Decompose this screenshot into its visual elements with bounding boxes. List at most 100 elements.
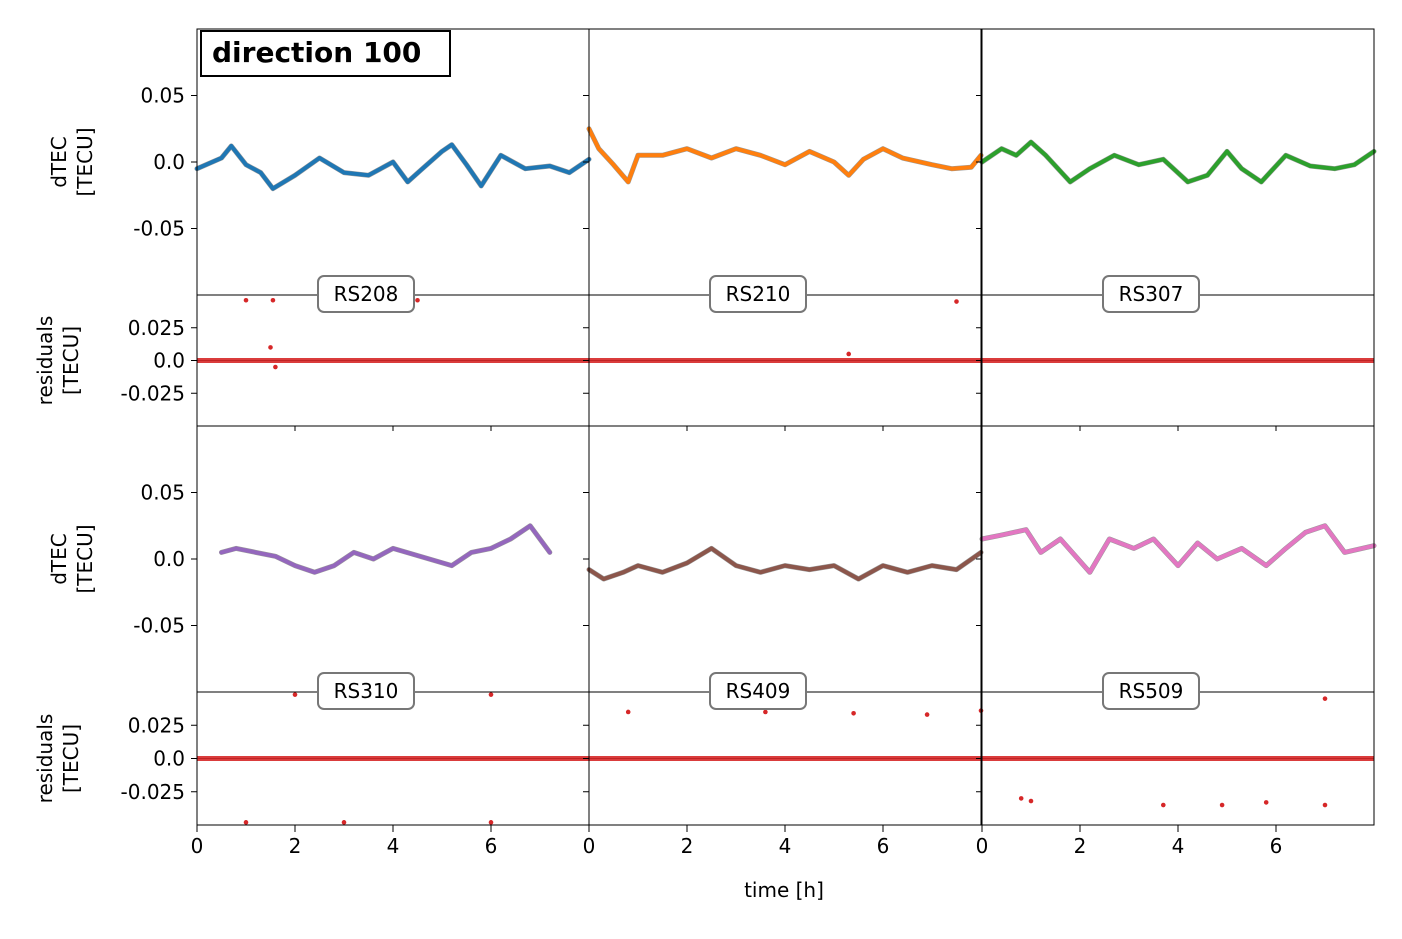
residual-outlier-point [292,692,298,697]
dtec-point [660,570,665,575]
reference-series-line [219,523,553,575]
dtec-point [293,173,297,178]
dtec-point [758,570,763,575]
station-label: RS509 [1119,679,1184,703]
main-panel-frame [981,28,1375,296]
dtec-series-line [587,546,983,581]
residual-outlier-point [270,297,276,303]
x-tick-label: 4 [1172,834,1185,858]
y-tick-label: -0.05 [133,614,185,638]
x-tick-label: 2 [681,834,694,858]
dtec-point [450,563,454,568]
x-tick-label: 0 [583,834,596,858]
figure-title: direction 100 [212,36,421,69]
y-tick-label: 0.0 [153,547,185,571]
dtec-series-line [980,140,1376,184]
dtec-point [685,146,689,151]
residual-outlier-point [1028,798,1034,804]
residual-outlier-point [273,364,278,370]
dtec-point [254,550,258,555]
dtec-point [1225,149,1229,154]
x-tick-label: 4 [387,834,400,858]
dtec-point [1024,527,1028,532]
residual-outlier-point [243,820,249,825]
x-tick-label: 2 [1074,834,1087,858]
station-label-box [709,275,807,313]
residual-outlier-point [851,710,856,716]
dtec-point [293,563,297,568]
reference-series-line [979,139,1377,185]
x-tick-label: 6 [1270,834,1283,858]
dtec-point [523,166,528,171]
y-tick-label: -0.05 [133,217,185,241]
residual-outlier-point [415,297,420,303]
dtec-point [450,142,454,147]
dtec-point [1151,537,1156,541]
residual-y-tick-label: 0.0 [153,349,185,373]
dtec-point [1323,523,1327,528]
residual-outlier-point [1161,802,1166,808]
dtec-point [621,570,626,575]
residual-outlier-point [341,820,347,825]
main-y-axis-label: dTEC [47,136,71,188]
residual-outlier-point [1219,802,1225,808]
dtec-point [258,170,263,175]
residual-outlier-point [1018,796,1024,801]
residual-outlier-point [1263,800,1269,805]
dtec-point [807,567,812,572]
dtec-point [489,546,493,551]
figure-title-box: direction 100 [200,30,451,77]
residual-outlier-point [488,820,494,825]
x-tick-label: 2 [289,834,302,858]
dtec-point [949,166,954,171]
station-label: RS409 [726,679,791,703]
dtec-point [420,166,425,171]
residual-y-axis-label: residuals [33,316,57,406]
x-tick-label: 4 [779,834,792,858]
dtec-point [219,550,224,555]
dtec-point [1058,537,1063,541]
dtec-point [1107,537,1112,541]
residual-outlier-point [924,712,930,717]
residual-outlier-point [1322,802,1328,808]
main-y-axis-label: [TECU] [73,524,97,593]
dtec-point [856,577,861,581]
dtec-point [709,546,714,551]
dtec-point [371,557,376,561]
station-label: RS208 [334,282,399,306]
dtec-series-line [195,142,591,191]
dtec-point [391,160,395,164]
dtec-point [905,570,910,575]
dtec-point [861,157,866,162]
x-tick-label: 0 [976,834,989,858]
dtec-point [783,162,787,167]
dtec-point [1352,162,1357,167]
station-label-box [1102,275,1200,313]
dtec-point [1259,180,1264,184]
x-tick-label: 6 [485,834,498,858]
residual-outlier-point [488,692,494,697]
dtec-point [1239,546,1244,551]
residual-outlier-point [625,709,631,715]
dtec-point [954,567,959,572]
main-y-axis-label: dTEC [47,533,71,585]
dtec-point [832,160,836,164]
station-label-box [317,275,415,313]
y-tick-label: 0.05 [140,84,185,108]
residual-outlier-point [1322,696,1328,701]
dtec-point [342,170,346,175]
dtec-point [1308,164,1313,168]
dtec-point [229,144,234,148]
dtec-point [567,170,572,175]
station-label-box [1102,672,1200,710]
dtec-point [1088,166,1092,171]
x-tick-label: 0 [191,834,204,858]
station-label: RS310 [334,679,399,703]
residual-outlier-point [243,297,249,303]
dtec-point [734,146,738,151]
dtec-point [1043,153,1048,158]
main-panel-frame [981,425,1375,693]
